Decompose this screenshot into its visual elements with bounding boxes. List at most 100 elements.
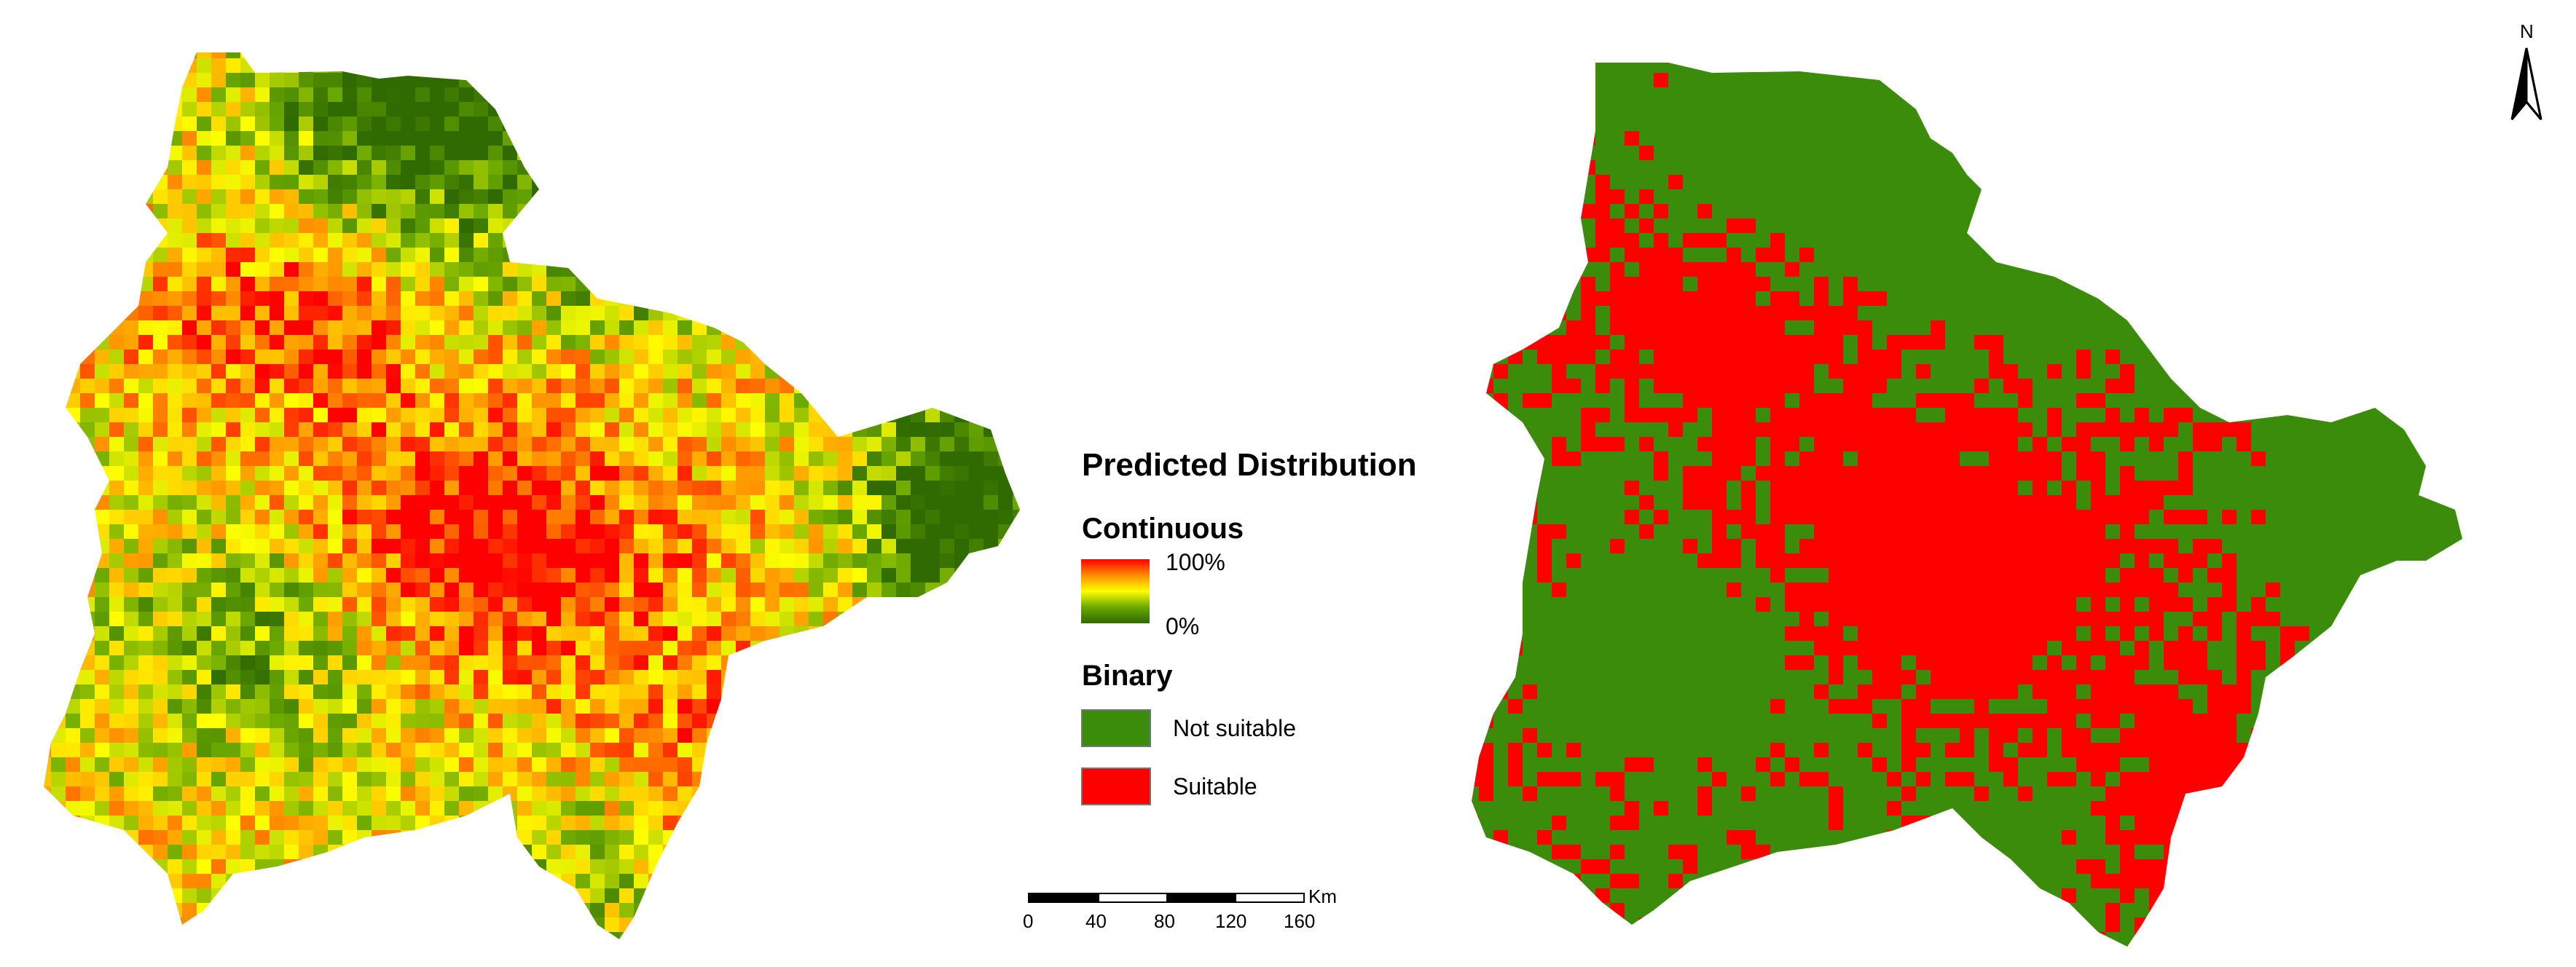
continuous-map-cell <box>474 189 488 204</box>
continuous-map-cell <box>750 218 765 233</box>
binary-map-cell <box>2091 117 2105 131</box>
continuous-map-cell <box>44 248 51 262</box>
continuous-map-cell <box>590 204 605 218</box>
binary-map-cell <box>1668 87 1683 102</box>
continuous-map-cell <box>896 553 911 568</box>
binary-map-cell <box>2324 146 2339 160</box>
continuous-map-cell <box>51 539 66 553</box>
continuous-map-cell <box>576 772 590 786</box>
continuous-map-cell <box>357 379 372 393</box>
continuous-map-cell <box>109 743 124 757</box>
continuous-map-cell <box>109 597 124 612</box>
continuous-map-cell <box>940 772 954 786</box>
continuous-map-cell <box>66 218 80 233</box>
continuous-map-cell <box>619 233 634 248</box>
continuous-map-cell <box>605 87 619 102</box>
continuous-map-cell <box>66 393 80 408</box>
continuous-map-cell <box>415 641 430 655</box>
continuous-map-cell <box>809 495 823 510</box>
binary-map-cell <box>2309 117 2324 131</box>
continuous-map-cell <box>240 859 255 874</box>
continuous-map-cell <box>109 670 124 684</box>
continuous-map-cell <box>619 204 634 218</box>
continuous-map-cell <box>780 451 794 466</box>
continuous-map-cell <box>925 524 940 539</box>
continuous-map-cell <box>605 117 619 131</box>
continuous-map-cell <box>605 772 619 786</box>
continuous-map-cell <box>328 102 342 117</box>
continuous-map-cell <box>95 903 109 917</box>
binary-map-cell <box>2295 102 2309 117</box>
binary-map-cell <box>2237 204 2251 218</box>
continuous-map-cell <box>284 218 299 233</box>
continuous-map-cell <box>66 830 80 845</box>
continuous-map-cell <box>765 408 780 422</box>
continuous-map-cell <box>969 379 983 393</box>
continuous-map-cell <box>809 932 823 939</box>
continuous-map-cell <box>954 218 969 233</box>
continuous-map-cell <box>401 160 415 175</box>
continuous-map-cell <box>80 583 95 597</box>
continuous-map-cell <box>750 786 765 801</box>
continuous-map-cell <box>517 291 532 306</box>
continuous-map-cell <box>852 699 867 714</box>
continuous-map-cell <box>109 757 124 772</box>
binary-map-cell <box>2193 175 2207 189</box>
continuous-map-cell <box>940 903 954 917</box>
continuous-map-cell <box>270 52 284 58</box>
binary-map-cell <box>1595 73 1610 87</box>
continuous-map-cell <box>881 626 896 641</box>
continuous-map-cell <box>401 888 415 903</box>
binary-map-cell <box>2033 146 2047 160</box>
continuous-map-cell <box>357 262 372 277</box>
continuous-map-cell <box>342 335 357 350</box>
continuous-map-cell <box>765 291 780 306</box>
continuous-map-cell <box>765 888 780 903</box>
continuous-map-cell <box>940 626 954 641</box>
continuous-map-cell <box>692 932 707 939</box>
continuous-map-cell <box>168 714 182 728</box>
binary-map-cell <box>2003 63 2018 73</box>
continuous-map-cell <box>634 393 648 408</box>
continuous-map-cell <box>386 262 401 277</box>
continuous-map-cell <box>692 757 707 772</box>
continuous-map-cell <box>648 364 663 379</box>
binary-map-cell <box>2266 131 2280 146</box>
continuous-map-cell <box>44 495 51 510</box>
continuous-map-cell <box>459 626 474 641</box>
continuous-map-cell <box>328 58 342 73</box>
continuous-map-cell <box>576 539 590 553</box>
continuous-map-cell <box>44 714 51 728</box>
continuous-map-cell <box>648 728 663 743</box>
continuous-map-cell <box>838 481 852 495</box>
continuous-map-cell <box>809 772 823 786</box>
continuous-map-cell <box>124 684 138 699</box>
continuous-map-cell <box>197 364 211 379</box>
continuous-map-cell <box>940 393 954 408</box>
continuous-map-cell <box>736 874 750 888</box>
continuous-map-cell <box>896 874 911 888</box>
continuous-map-cell <box>809 612 823 626</box>
continuous-map-cell <box>794 379 809 393</box>
continuous-map-cell <box>503 175 517 189</box>
continuous-map-cell <box>66 553 80 568</box>
continuous-map-cell <box>576 437 590 451</box>
continuous-map-cell <box>823 743 838 757</box>
continuous-map-cell <box>867 874 881 888</box>
binary-map-cell <box>2426 102 2440 117</box>
continuous-map-cell <box>663 364 678 379</box>
continuous-map-cell <box>211 757 226 772</box>
continuous-map-cell <box>138 102 153 117</box>
continuous-map-cell <box>925 189 940 204</box>
continuous-map-cell <box>313 728 328 743</box>
continuous-map-cell <box>648 52 663 58</box>
binary-map-cell <box>1741 117 1756 131</box>
binary-map-cell <box>1625 73 1639 87</box>
binary-map-cell <box>2309 102 2324 117</box>
continuous-map-cell <box>736 655 750 670</box>
continuous-map-cell <box>546 218 561 233</box>
continuous-map-cell <box>780 859 794 874</box>
continuous-map-cell <box>503 58 517 73</box>
continuous-map-cell <box>95 757 109 772</box>
